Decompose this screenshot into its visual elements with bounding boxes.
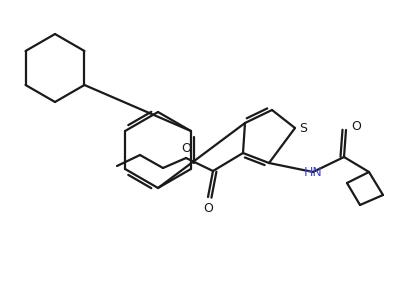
Text: O: O — [181, 142, 191, 155]
Text: S: S — [299, 122, 307, 134]
Text: HN: HN — [304, 166, 322, 178]
Text: O: O — [351, 120, 361, 134]
Text: O: O — [203, 202, 213, 215]
